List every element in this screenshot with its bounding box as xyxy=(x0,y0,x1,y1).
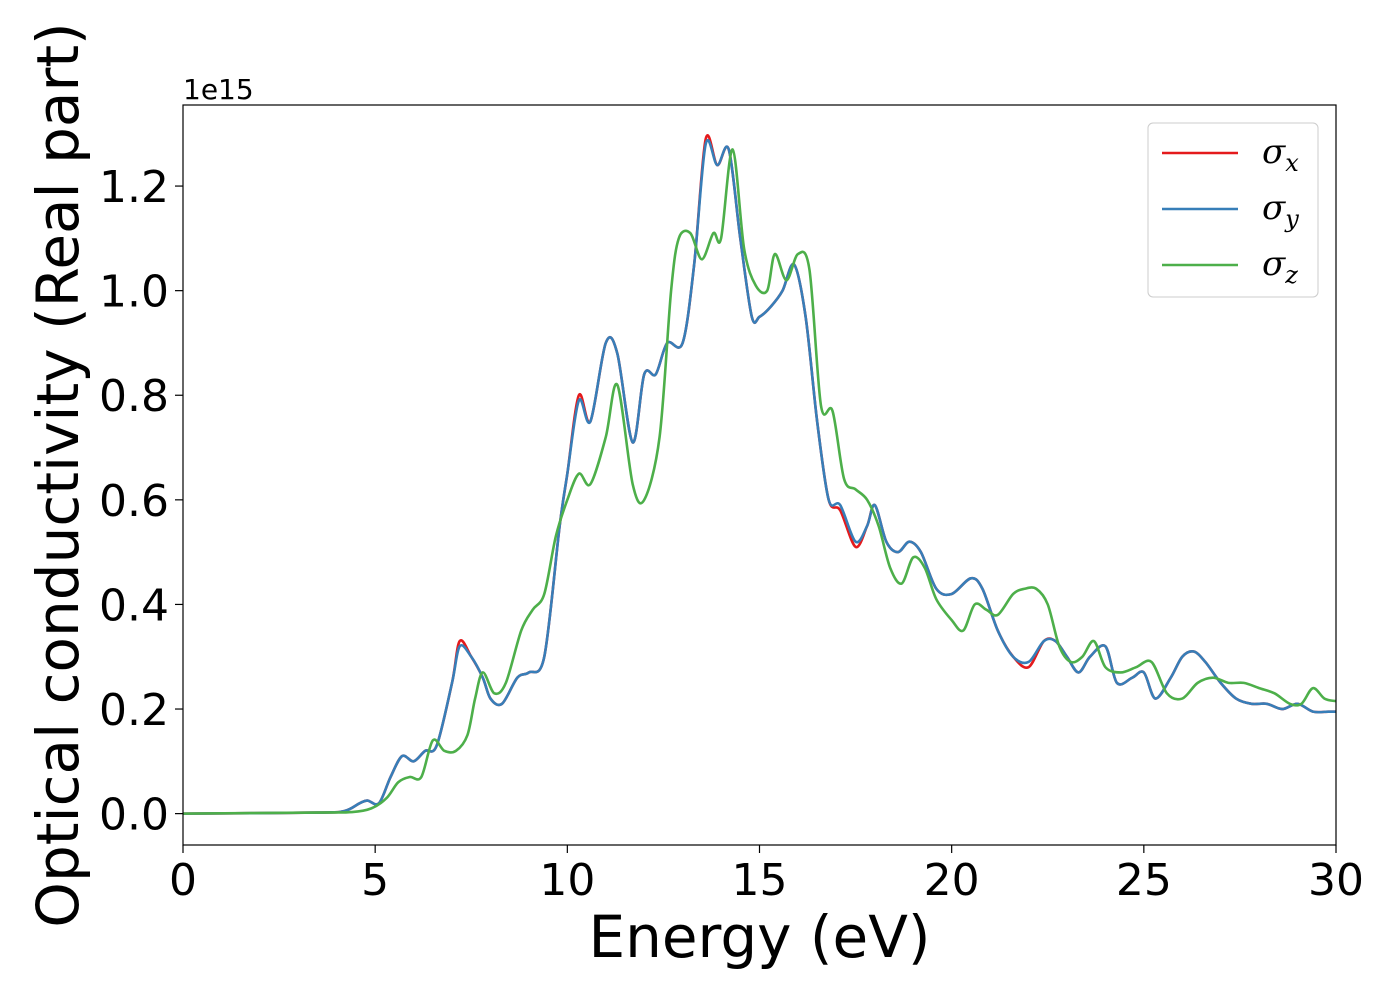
x-tick-label: 0 xyxy=(169,855,197,906)
x-axis-label: Energy (eV) xyxy=(588,903,930,971)
series-layer xyxy=(182,134,1337,815)
y-tick-label: 0.4 xyxy=(99,580,169,631)
legend-label-y: σy xyxy=(1262,188,1299,233)
y-tick-label: 0.2 xyxy=(99,685,169,736)
x-tick-label: 10 xyxy=(539,855,595,906)
y-tick-label: 0.0 xyxy=(99,790,169,841)
x-tick-label: 5 xyxy=(361,855,389,906)
y-axis-label: Optical conductivity (Real part) xyxy=(24,22,92,927)
y-axis-ticks: 0.0 0.2 0.4 0.6 0.8 1.0 1.2 xyxy=(99,162,183,841)
x-axis-ticks: 0 5 10 15 20 25 30 xyxy=(169,845,1364,906)
x-tick-label: 20 xyxy=(924,855,980,906)
legend: σx σy σz xyxy=(1147,122,1319,298)
y-offset-label: 1e15 xyxy=(183,73,254,106)
legend-label-x: σx xyxy=(1262,132,1299,177)
legend-label-z: σz xyxy=(1262,244,1298,289)
series-line-z xyxy=(182,148,1337,815)
y-tick-label: 1.0 xyxy=(99,267,169,318)
x-tick-label: 15 xyxy=(732,855,788,906)
series-line-y xyxy=(182,139,1336,815)
x-tick-label: 30 xyxy=(1308,855,1364,906)
y-tick-label: 0.8 xyxy=(99,371,169,422)
y-tick-label: 1.2 xyxy=(99,162,169,213)
x-tick-label: 25 xyxy=(1116,855,1172,906)
y-tick-label: 0.6 xyxy=(99,476,169,527)
